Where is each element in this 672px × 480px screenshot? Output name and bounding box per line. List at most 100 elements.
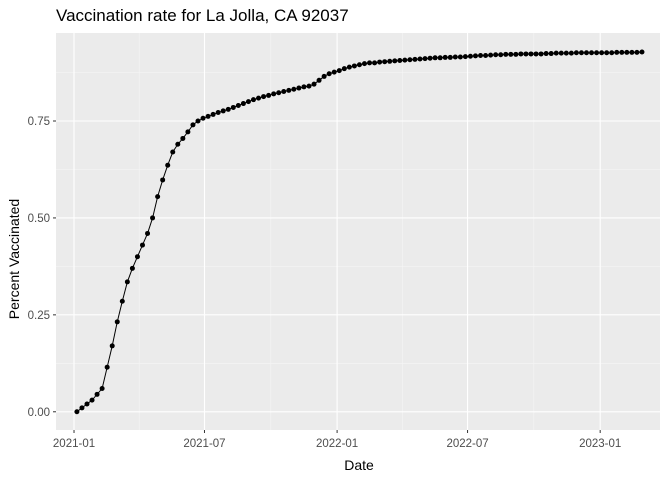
major-gridlines bbox=[56, 33, 660, 430]
x-tick-label: 2021-01 bbox=[53, 438, 95, 450]
data-point bbox=[558, 50, 564, 56]
data-point bbox=[604, 50, 610, 56]
data-point bbox=[533, 51, 539, 57]
data-point bbox=[341, 66, 347, 72]
data-point bbox=[271, 91, 277, 97]
chart-title: Vaccination rate for La Jolla, CA 92037 bbox=[56, 6, 349, 25]
data-point bbox=[427, 55, 433, 61]
y-tick-label: 0.75 bbox=[28, 116, 50, 128]
minor-gridlines bbox=[56, 33, 660, 430]
data-point bbox=[578, 50, 584, 56]
data-point bbox=[321, 73, 327, 79]
data-point bbox=[261, 94, 267, 100]
data-point bbox=[155, 194, 161, 200]
x-tick-label: 2021-07 bbox=[183, 438, 225, 450]
axis-ticks bbox=[53, 120, 601, 433]
data-point bbox=[74, 409, 80, 415]
data-point bbox=[89, 397, 95, 403]
data-point bbox=[99, 386, 105, 392]
data-point bbox=[548, 51, 554, 57]
data-point bbox=[195, 118, 201, 124]
data-point bbox=[134, 254, 140, 260]
data-points bbox=[74, 49, 645, 415]
data-point bbox=[513, 51, 519, 57]
data-point bbox=[639, 49, 645, 55]
data-point bbox=[528, 51, 534, 57]
data-point bbox=[326, 71, 332, 77]
data-point bbox=[442, 54, 448, 60]
data-point bbox=[412, 56, 418, 62]
data-point bbox=[301, 84, 307, 90]
data-point bbox=[367, 60, 373, 66]
data-point bbox=[190, 122, 196, 128]
data-point bbox=[377, 59, 383, 65]
data-point bbox=[316, 77, 322, 83]
data-point bbox=[583, 50, 589, 56]
data-point bbox=[94, 391, 100, 397]
data-point bbox=[472, 53, 478, 59]
data-point bbox=[422, 56, 428, 62]
data-point bbox=[210, 111, 216, 117]
data-point bbox=[452, 54, 458, 60]
data-point bbox=[104, 364, 110, 370]
x-tick-labels: 2021-01 2021-07 2022-01 2022-07 2023-01 bbox=[53, 438, 621, 450]
data-point bbox=[488, 52, 494, 58]
x-tick-label: 2022-07 bbox=[446, 438, 488, 450]
data-point bbox=[250, 97, 256, 103]
data-point bbox=[215, 109, 221, 115]
data-point bbox=[478, 52, 484, 58]
data-point bbox=[508, 51, 514, 57]
data-point bbox=[361, 61, 367, 67]
data-point bbox=[306, 83, 312, 89]
data-point bbox=[220, 108, 226, 114]
data-point bbox=[225, 106, 231, 112]
data-point bbox=[417, 56, 423, 62]
data-point bbox=[145, 230, 151, 236]
data-point bbox=[498, 52, 504, 58]
data-point bbox=[382, 59, 388, 65]
data-point bbox=[503, 51, 509, 57]
data-point bbox=[245, 99, 251, 105]
data-point bbox=[372, 60, 378, 66]
data-point bbox=[170, 149, 176, 155]
y-tick-label: 0.50 bbox=[28, 213, 50, 225]
data-point bbox=[356, 62, 362, 68]
data-point bbox=[523, 51, 529, 57]
x-tick-label: 2023-01 bbox=[579, 438, 621, 450]
data-point bbox=[276, 90, 282, 96]
data-point bbox=[457, 54, 463, 60]
data-point bbox=[240, 101, 246, 107]
data-point bbox=[235, 103, 241, 108]
y-tick-labels: 0.00 0.25 0.50 0.75 bbox=[28, 116, 50, 419]
data-point bbox=[467, 53, 473, 59]
data-point bbox=[79, 405, 85, 411]
data-point bbox=[437, 55, 443, 61]
data-point bbox=[518, 51, 524, 57]
data-point bbox=[624, 49, 630, 55]
data-point bbox=[432, 55, 438, 61]
data-point bbox=[407, 57, 413, 63]
data-point bbox=[563, 50, 569, 56]
data-point bbox=[568, 50, 574, 56]
data-point bbox=[493, 52, 499, 58]
data-point bbox=[543, 51, 549, 57]
data-point bbox=[160, 177, 166, 183]
data-point bbox=[462, 54, 468, 60]
data-point bbox=[296, 85, 302, 91]
data-point bbox=[205, 113, 211, 119]
data-point bbox=[175, 141, 181, 147]
data-point bbox=[392, 58, 398, 64]
data-point bbox=[573, 50, 579, 56]
data-point bbox=[129, 265, 135, 271]
data-point bbox=[281, 89, 287, 95]
data-point bbox=[634, 49, 640, 55]
data-point bbox=[185, 129, 191, 135]
x-tick-label: 2022-01 bbox=[316, 438, 358, 450]
data-point bbox=[311, 81, 317, 87]
data-point bbox=[331, 69, 337, 75]
data-point bbox=[180, 135, 186, 141]
data-point bbox=[114, 319, 120, 325]
data-point bbox=[139, 242, 145, 248]
data-point bbox=[351, 63, 357, 69]
